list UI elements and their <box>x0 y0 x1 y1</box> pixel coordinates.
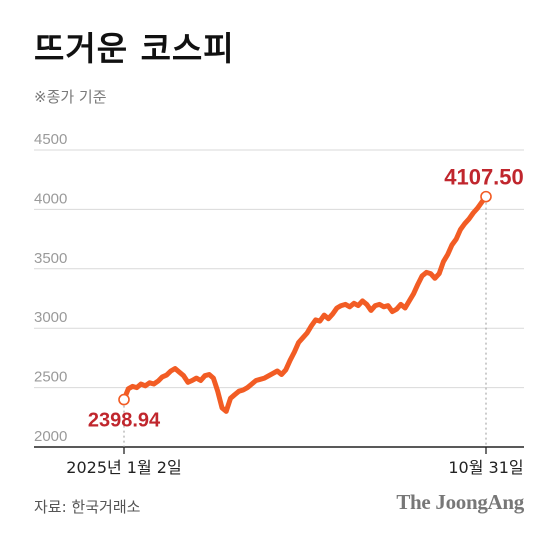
y-tick-label-2000: 2000 <box>34 428 67 445</box>
y-tick-label-3500: 3500 <box>34 250 67 267</box>
y-tick-label-2500: 2500 <box>34 369 67 386</box>
chart-title: 뜨거운 코스피 <box>34 29 235 68</box>
start-value-label: 2398.94 <box>88 410 161 432</box>
x-label-end: 10월 31일 <box>448 458 523 477</box>
x-label-start: 2025년 1월 2일 <box>66 458 181 477</box>
chart-subtitle: ※종가 기준 <box>34 88 107 106</box>
y-tick-label-4500: 4500 <box>34 131 67 148</box>
y-tick-label-4000: 4000 <box>34 190 67 207</box>
start-point-marker <box>118 393 130 406</box>
y-tick-label-3000: 3000 <box>34 309 67 326</box>
end-point-marker <box>480 190 492 203</box>
publisher-logo: The JoongAng <box>396 490 524 514</box>
kospi-series-line <box>121 194 489 414</box>
end-value-label: 4107.50 <box>444 165 524 190</box>
source-note: 자료: 한국거래소 <box>34 498 141 516</box>
